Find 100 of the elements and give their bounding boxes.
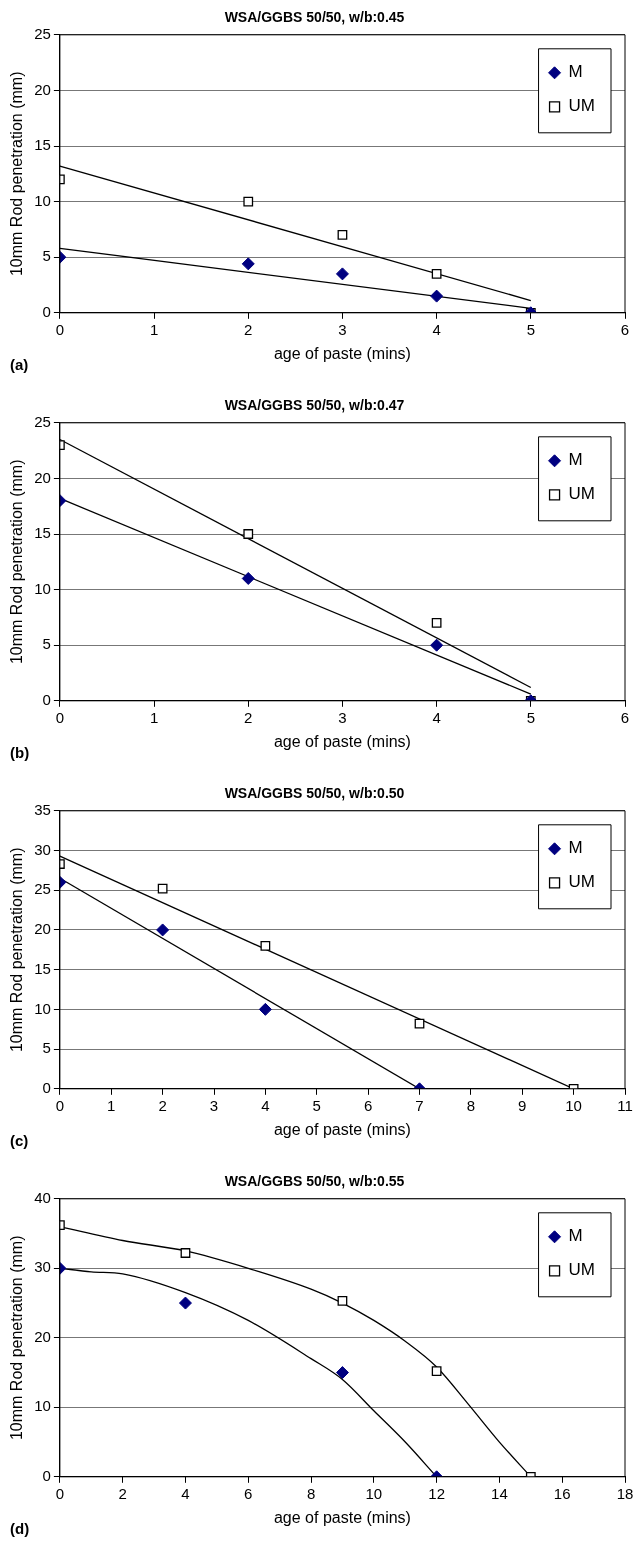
y-tick-label: 35 bbox=[34, 800, 51, 818]
x-tick-label: 8 bbox=[466, 1096, 476, 1114]
y-axis-title: 10mm Rod penetration (mm) bbox=[8, 71, 26, 277]
x-tick-label: 11 bbox=[617, 1096, 633, 1114]
point bbox=[180, 1248, 191, 1258]
x-tick-label: 6 bbox=[620, 320, 630, 338]
point bbox=[335, 1366, 349, 1380]
x-axis-title: age of paste (mins) bbox=[273, 1120, 411, 1138]
x-tick-label: 2 bbox=[244, 708, 253, 726]
x-tick-label: 5 bbox=[526, 708, 535, 726]
point bbox=[431, 618, 442, 628]
x-tick-label: 4 bbox=[181, 1484, 190, 1502]
y-tick-label: 0 bbox=[42, 1078, 51, 1096]
text: (b) bbox=[10, 744, 30, 762]
y-tick-label: 5 bbox=[42, 635, 51, 653]
point bbox=[260, 940, 271, 951]
y-tick-label: 25 bbox=[34, 880, 51, 898]
y-tick-label: 25 bbox=[34, 24, 51, 42]
y-tick-label: 0 bbox=[42, 1466, 51, 1484]
x-tick-label: 3 bbox=[338, 708, 347, 726]
y-tick-label: 5 bbox=[42, 1039, 51, 1057]
y-tick-label: 40 bbox=[34, 1188, 51, 1206]
y-tick-label: 15 bbox=[34, 959, 51, 977]
point bbox=[414, 1018, 425, 1029]
legend-label: M bbox=[568, 1226, 583, 1246]
x-tick-label: 0 bbox=[55, 708, 65, 726]
legend-label: UM bbox=[568, 872, 596, 892]
y-tick-label: 0 bbox=[42, 690, 51, 708]
x-tick-label: 0 bbox=[55, 1096, 65, 1114]
chart-title: WSA/GGBS 50/50, w/b:0.45 bbox=[224, 9, 405, 26]
legend-label: UM bbox=[568, 96, 596, 116]
chart-title: WSA/GGBS 50/50, w/b:0.55 bbox=[224, 1173, 405, 1190]
point bbox=[157, 883, 168, 894]
x-tick-label: 6 bbox=[363, 1096, 373, 1114]
x-tick-label: 3 bbox=[338, 320, 347, 338]
text: (a) bbox=[10, 356, 29, 374]
y-tick-label: 30 bbox=[34, 1258, 51, 1276]
y-tick-label: 30 bbox=[34, 840, 51, 858]
point bbox=[337, 1296, 348, 1306]
text: (c) bbox=[10, 1132, 29, 1150]
y-tick-label: 10 bbox=[34, 1397, 51, 1415]
point bbox=[178, 1296, 192, 1310]
x-axis-title: age of paste (mins) bbox=[273, 732, 411, 750]
y-tick-label: 10 bbox=[34, 999, 51, 1017]
x-tick-label: 4 bbox=[261, 1096, 270, 1114]
x-tick-label: 2 bbox=[244, 320, 253, 338]
x-tick-label: 5 bbox=[526, 320, 535, 338]
x-tick-label: 4 bbox=[432, 708, 441, 726]
point bbox=[243, 196, 254, 207]
y-tick-label: 15 bbox=[34, 136, 51, 154]
legend-label: M bbox=[568, 450, 583, 470]
x-tick-label: 2 bbox=[158, 1096, 167, 1114]
y-axis-title: 10mm Rod penetration (mm) bbox=[8, 459, 26, 665]
point bbox=[430, 289, 444, 303]
point bbox=[335, 267, 349, 281]
y-axis-title: 10mm Rod penetration (mm) bbox=[8, 847, 26, 1053]
x-tick-label: 0 bbox=[55, 1484, 65, 1502]
point bbox=[431, 1366, 442, 1377]
x-tick-label: 0 bbox=[55, 320, 65, 338]
x-tick-label: 1 bbox=[107, 1096, 116, 1114]
point bbox=[243, 529, 254, 539]
x-tick-label: 1 bbox=[149, 320, 159, 338]
y-tick-label: 25 bbox=[34, 412, 51, 430]
y-tick-label: 0 bbox=[42, 302, 51, 320]
y-tick-label: 10 bbox=[34, 191, 51, 209]
point bbox=[337, 230, 348, 240]
x-tick-label: 14 bbox=[491, 1484, 508, 1502]
y-tick-label: 20 bbox=[34, 1327, 51, 1345]
y-tick-label: 20 bbox=[34, 468, 51, 486]
point bbox=[431, 268, 442, 279]
x-tick-label: 3 bbox=[209, 1096, 219, 1114]
x-axis-title: age of paste (mins) bbox=[273, 344, 411, 362]
x-tick-label: 18 bbox=[616, 1484, 634, 1502]
x-tick-label: 10 bbox=[365, 1484, 383, 1502]
chart-title: WSA/GGBS 50/50, w/b:0.50 bbox=[224, 785, 405, 802]
point bbox=[156, 923, 170, 937]
point bbox=[241, 257, 255, 271]
x-tick-label: 12 bbox=[428, 1484, 445, 1502]
y-tick-label: 15 bbox=[34, 524, 51, 542]
y-tick-label: 20 bbox=[34, 80, 51, 98]
x-tick-label: 1 bbox=[149, 708, 159, 726]
y-tick-label: 5 bbox=[42, 247, 51, 265]
x-tick-label: 4 bbox=[432, 320, 441, 338]
point bbox=[258, 1002, 272, 1016]
x-tick-label: 10 bbox=[565, 1096, 582, 1114]
x-tick-label: 6 bbox=[244, 1484, 253, 1502]
chart-title: WSA/GGBS 50/50, w/b:0.47 bbox=[224, 397, 405, 414]
point bbox=[241, 571, 255, 585]
legend-label: UM bbox=[568, 484, 596, 504]
x-tick-label: 7 bbox=[415, 1096, 424, 1114]
y-tick-label: 20 bbox=[34, 920, 51, 938]
x-tick-label: 5 bbox=[312, 1096, 321, 1114]
x-tick-label: 16 bbox=[553, 1484, 571, 1502]
y-axis-title: 10mm Rod penetration (mm) bbox=[8, 1235, 26, 1441]
y-tick-label: 10 bbox=[34, 579, 51, 597]
legend-label: M bbox=[568, 62, 583, 82]
x-tick-label: 2 bbox=[118, 1484, 127, 1502]
text: (d) bbox=[10, 1520, 30, 1538]
x-axis-title: age of paste (mins) bbox=[273, 1508, 411, 1526]
x-tick-label: 8 bbox=[306, 1484, 316, 1502]
